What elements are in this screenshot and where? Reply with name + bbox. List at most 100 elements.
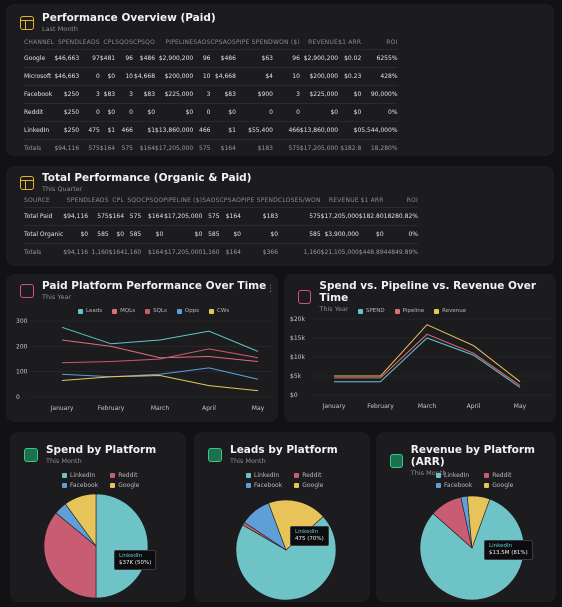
table-cell: $1 xyxy=(99,120,116,139)
column-header[interactable]: $1 ARR xyxy=(338,38,362,46)
legend-item[interactable]: SPEND xyxy=(358,308,385,314)
legend-item[interactable]: Opps xyxy=(176,308,199,314)
column-header[interactable]: $1 ARR xyxy=(360,196,384,204)
legend-item[interactable]: Revenue xyxy=(434,308,466,314)
column-header[interactable]: SQO xyxy=(127,196,142,204)
column-header[interactable]: CLOSES/WON xyxy=(278,196,321,204)
pie-slice-reddit[interactable] xyxy=(43,512,97,599)
card-title: Paid Platform Performance Over Time xyxy=(42,280,267,292)
table-cell: $0 xyxy=(299,102,339,121)
legend-swatch xyxy=(246,483,251,488)
table-row: LinkedIn $250 475 $1 466 $1 $13,860,000 466 $1 $5… xyxy=(24,120,398,139)
legend-swatch xyxy=(209,308,215,314)
legend-swatch xyxy=(484,473,490,478)
column-header[interactable]: SPEND xyxy=(57,38,80,46)
pie-slice-google[interactable] xyxy=(268,499,324,551)
column-header[interactable]: CPL xyxy=(103,38,116,46)
column-header[interactable]: ROI xyxy=(386,38,398,46)
legend-item[interactable]: Reddit xyxy=(294,472,323,479)
table-cell: $0 xyxy=(99,102,116,121)
total-cell: $164 xyxy=(141,242,164,261)
legend-item[interactable]: LinkedIn xyxy=(62,472,98,479)
series-line-leads[interactable] xyxy=(61,326,259,352)
column-header[interactable]: SPEND xyxy=(66,196,89,204)
series-line-spend[interactable] xyxy=(334,337,521,388)
legend-item[interactable]: Facebook xyxy=(436,482,472,489)
legend-item[interactable]: Reddit xyxy=(110,472,139,479)
column-header[interactable]: PIPELINE ($) xyxy=(163,196,203,204)
legend-swatch xyxy=(294,483,300,488)
legend-item[interactable]: Facebook xyxy=(246,482,282,489)
column-header[interactable]: PIPELINE xyxy=(165,38,194,46)
y-tick-label: 100 xyxy=(16,369,28,376)
column-header[interactable]: REVENUE xyxy=(328,196,359,204)
table-cell: $0 xyxy=(219,224,241,243)
legend-item[interactable]: Google xyxy=(484,482,513,489)
legend-item[interactable]: Pipeline xyxy=(394,308,424,314)
legend-item[interactable]: Google xyxy=(110,482,139,489)
column-header[interactable]: SAOS xyxy=(202,196,220,204)
column-header[interactable]: LEADS xyxy=(88,196,109,204)
table-row: Reddit $250 0 $0 0 $0 $0 0 $0 0 0 $0 $0 0% xyxy=(24,102,398,121)
more-options-icon[interactable]: ⋮ xyxy=(266,284,275,294)
column-header[interactable]: PIPE SPEND xyxy=(241,196,279,204)
pie-slice-linkedin[interactable] xyxy=(419,498,525,601)
table-cell: 3 xyxy=(79,84,100,103)
column-header[interactable]: ROI xyxy=(406,196,418,204)
total-cell: $182.8 xyxy=(338,138,362,156)
paid-platform-card: Paid Platform Performance Over Time This… xyxy=(6,274,278,422)
leads-by-platform-card: Leads by Platform This Month LinkedIn Red… xyxy=(194,432,370,602)
legend-item[interactable]: LinkedIn xyxy=(246,472,282,479)
column-header[interactable]: SOURCE xyxy=(24,196,50,204)
column-header[interactable]: REVENUE xyxy=(308,38,339,46)
leads-by-platform-header: Leads by Platform This Month xyxy=(208,444,338,465)
column-header[interactable]: CPSAOS xyxy=(210,38,236,46)
legend-item[interactable]: LinkedIn xyxy=(436,472,472,479)
total-cell: 1,160 xyxy=(88,242,109,261)
legend-label: Facebook xyxy=(254,482,283,489)
legend-item[interactable]: Google xyxy=(294,482,323,489)
column-header[interactable]: SQOS xyxy=(115,38,133,46)
series-line-pipeline[interactable] xyxy=(334,333,521,386)
tooltip-value: 475 (70%) xyxy=(295,536,324,542)
legend-item[interactable]: SQLs xyxy=(145,308,167,314)
column-header[interactable]: CPL xyxy=(112,196,125,204)
legend-item[interactable]: MQLs xyxy=(112,308,135,314)
series-line-revenue[interactable] xyxy=(334,324,521,383)
column-header[interactable]: WON ($) xyxy=(272,38,300,46)
total-cell: Totals xyxy=(24,138,55,156)
table-cell: $2,900,200 xyxy=(299,48,339,67)
legend-label: Google xyxy=(492,482,514,489)
legend-swatch xyxy=(436,473,441,478)
column-header[interactable]: PIPE SPEND xyxy=(235,38,273,46)
table-cell: $0 xyxy=(338,84,362,103)
legend-item[interactable]: Facebook xyxy=(62,482,98,489)
legend-swatch xyxy=(62,483,67,488)
series-line-sqls[interactable] xyxy=(61,348,259,364)
pie-chart-icon xyxy=(24,447,38,462)
legend-item[interactable]: CWs xyxy=(209,308,229,314)
column-header[interactable]: SAOS xyxy=(193,38,211,46)
column-header[interactable]: CPSAO xyxy=(219,196,241,204)
table-cell: $0 xyxy=(210,102,236,121)
pie-slice-google[interactable] xyxy=(466,495,491,549)
column-header[interactable]: CHANNEL xyxy=(24,38,55,46)
table-cell: 0% xyxy=(361,102,398,121)
pie-slice-linkedin[interactable] xyxy=(95,493,149,599)
legend-item[interactable]: Reddit xyxy=(484,472,513,479)
table-cell: $250 xyxy=(54,102,80,121)
spend-by-platform-card: Spend by Platform This Month LinkedIn Red… xyxy=(10,432,186,602)
pie-legend: LinkedIn Reddit Facebook Google xyxy=(62,472,139,489)
pie-slice-google[interactable] xyxy=(65,493,97,547)
series-line-cws[interactable] xyxy=(61,374,259,392)
column-header[interactable]: CPSQO xyxy=(132,38,156,46)
column-header[interactable]: LEADS xyxy=(79,38,100,46)
table-cell: $0 xyxy=(338,120,362,139)
y-tick-label: $10k xyxy=(290,354,305,361)
column-header[interactable]: CPSQO xyxy=(141,196,164,204)
legend-item[interactable]: Leads xyxy=(78,308,102,314)
series-line-opps[interactable] xyxy=(61,367,259,380)
total-cell: 1,160 xyxy=(124,242,142,261)
series-line-mqls[interactable] xyxy=(61,339,259,363)
y-tick-label: $5k xyxy=(290,373,302,380)
